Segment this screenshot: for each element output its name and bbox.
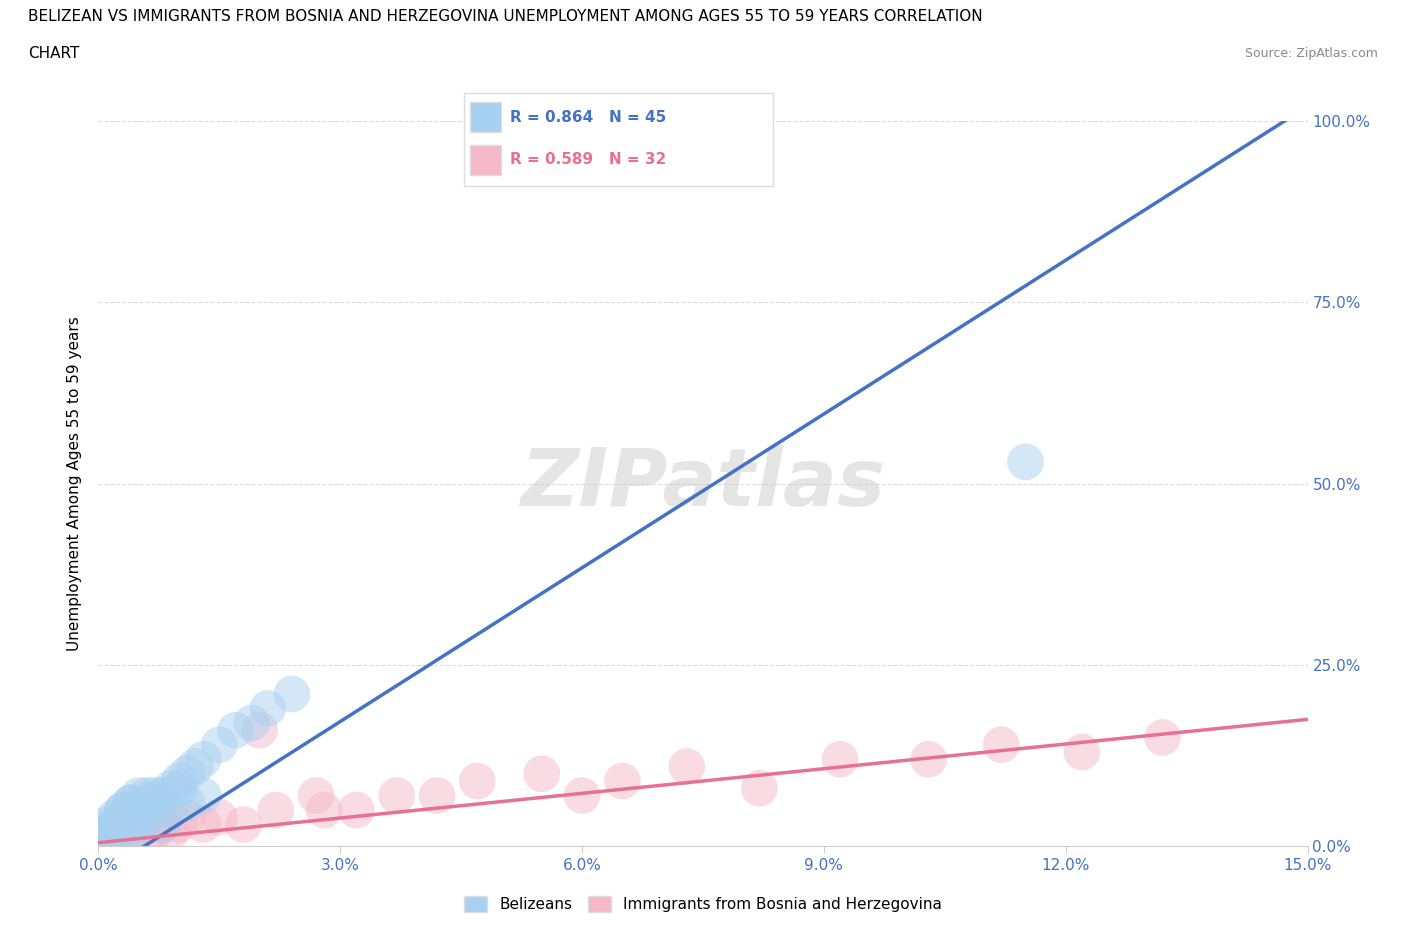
- Point: [96, 831, 118, 846]
- Bar: [470, 145, 501, 175]
- Point: [160, 803, 183, 817]
- Point: [918, 751, 941, 766]
- Point: [167, 774, 190, 789]
- Point: [990, 737, 1012, 752]
- Point: [143, 795, 166, 810]
- Point: [176, 810, 198, 825]
- Point: [426, 788, 449, 803]
- Point: [152, 788, 174, 803]
- Point: [176, 795, 198, 810]
- Point: [249, 723, 271, 737]
- Point: [96, 817, 118, 832]
- Point: [143, 788, 166, 803]
- Point: [120, 831, 142, 846]
- Point: [111, 810, 134, 825]
- Legend: Belizeans, Immigrants from Bosnia and Herzegovina: Belizeans, Immigrants from Bosnia and He…: [458, 890, 948, 919]
- Point: [103, 817, 125, 832]
- Point: [111, 817, 134, 832]
- Point: [103, 831, 125, 846]
- Point: [96, 824, 118, 839]
- Bar: [470, 102, 501, 132]
- Point: [103, 810, 125, 825]
- Y-axis label: Unemployment Among Ages 55 to 59 years: Unemployment Among Ages 55 to 59 years: [67, 316, 83, 651]
- Text: CHART: CHART: [28, 46, 80, 61]
- Point: [1152, 730, 1174, 745]
- Point: [193, 751, 215, 766]
- Point: [135, 831, 157, 846]
- Text: ZIPatlas: ZIPatlas: [520, 445, 886, 523]
- Point: [571, 788, 593, 803]
- Point: [344, 803, 367, 817]
- Point: [152, 817, 174, 832]
- Point: [167, 781, 190, 796]
- Point: [385, 788, 408, 803]
- Point: [167, 817, 190, 832]
- Point: [305, 788, 328, 803]
- Point: [111, 817, 134, 832]
- Point: [676, 113, 699, 128]
- Point: [120, 810, 142, 825]
- Text: Source: ZipAtlas.com: Source: ZipAtlas.com: [1244, 46, 1378, 60]
- Point: [128, 817, 150, 832]
- Point: [135, 788, 157, 803]
- Point: [281, 686, 304, 701]
- Point: [176, 766, 198, 781]
- Point: [152, 817, 174, 832]
- Point: [595, 113, 617, 128]
- Point: [96, 831, 118, 846]
- Point: [120, 795, 142, 810]
- Text: R = 0.589   N = 32: R = 0.589 N = 32: [510, 153, 666, 167]
- Point: [111, 803, 134, 817]
- Point: [120, 824, 142, 839]
- Point: [748, 781, 770, 796]
- Point: [314, 803, 336, 817]
- Point: [128, 824, 150, 839]
- Point: [465, 774, 488, 789]
- Point: [240, 715, 263, 730]
- Point: [193, 788, 215, 803]
- Point: [208, 810, 231, 825]
- Point: [612, 774, 634, 789]
- Point: [1070, 745, 1092, 760]
- Point: [128, 788, 150, 803]
- Point: [256, 701, 278, 716]
- Point: [103, 824, 125, 839]
- Point: [232, 817, 254, 832]
- Point: [143, 824, 166, 839]
- Point: [143, 803, 166, 817]
- Point: [135, 810, 157, 825]
- Text: R = 0.864   N = 45: R = 0.864 N = 45: [510, 110, 666, 125]
- Point: [530, 766, 553, 781]
- Point: [160, 824, 183, 839]
- Point: [128, 803, 150, 817]
- Point: [135, 795, 157, 810]
- Point: [103, 824, 125, 839]
- Point: [184, 759, 207, 774]
- Text: BELIZEAN VS IMMIGRANTS FROM BOSNIA AND HERZEGOVINA UNEMPLOYMENT AMONG AGES 55 TO: BELIZEAN VS IMMIGRANTS FROM BOSNIA AND H…: [28, 9, 983, 24]
- Point: [828, 751, 851, 766]
- Point: [111, 803, 134, 817]
- Point: [160, 781, 183, 796]
- Point: [128, 810, 150, 825]
- Point: [193, 817, 215, 832]
- Point: [1014, 455, 1036, 470]
- Point: [111, 831, 134, 846]
- Point: [676, 759, 699, 774]
- Point: [208, 737, 231, 752]
- Point: [120, 795, 142, 810]
- Point: [224, 723, 246, 737]
- Point: [264, 803, 287, 817]
